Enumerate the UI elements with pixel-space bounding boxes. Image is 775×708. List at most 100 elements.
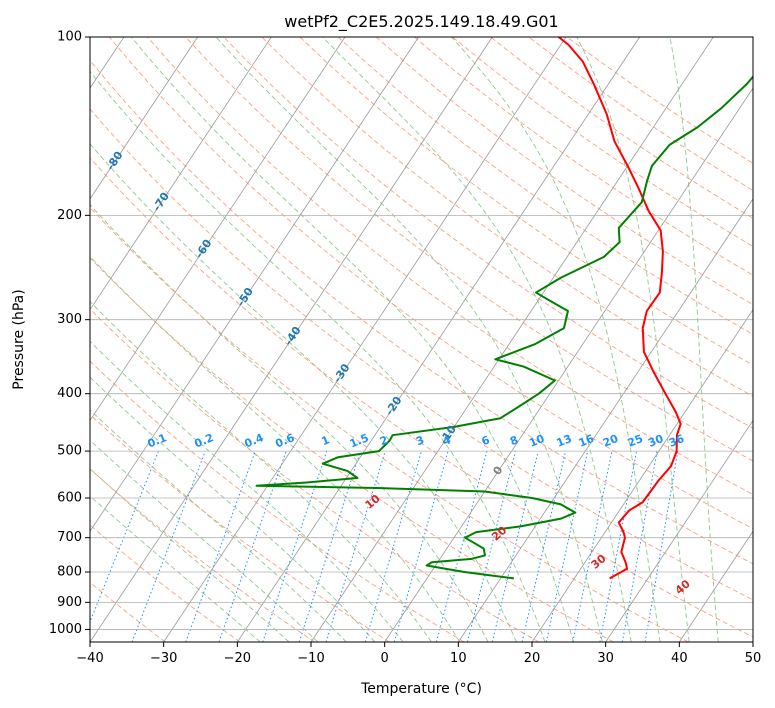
x-tick-label: −20: [224, 651, 251, 666]
mixing-ratio-line: [599, 451, 638, 642]
y-tick-label: 900: [57, 595, 82, 610]
moist-adiabat-line: [90, 70, 546, 642]
x-tick-label: 10: [450, 651, 467, 666]
mixing-ratio-line: [491, 450, 539, 642]
mixing-ratio-label: 30: [646, 432, 665, 450]
dry-adiabats: [90, 37, 753, 642]
mixing-ratio-label: 2: [378, 433, 390, 448]
dewpoint-line: [255, 75, 753, 580]
moist-adiabat-line: [90, 143, 517, 642]
mixing-ratio-line: [521, 450, 567, 642]
isotherm-line: [752, 641, 753, 642]
x-tick-label: 40: [671, 651, 688, 666]
isotherm-line: [90, 37, 346, 422]
mixing-ratio-label: 20: [601, 432, 620, 450]
y-tick-label: 700: [57, 530, 82, 545]
isotherm-line: [384, 87, 753, 642]
moist-adiabat-line: [90, 409, 347, 642]
pressure-gridlines: [90, 37, 753, 630]
isotherms: [90, 37, 753, 642]
dry-adiabat-line: [90, 108, 753, 601]
mixing-ratio-label: 10: [527, 432, 546, 450]
mixing-ratio-line: [435, 450, 488, 642]
dry-adiabat-line: [109, 37, 753, 530]
x-tick-label: 20: [524, 651, 541, 666]
dry-adiabat-line: [90, 308, 540, 642]
mixing-ratio-line: [364, 450, 422, 642]
isotherm-line: [90, 37, 272, 311]
y-tick-label: 300: [57, 312, 82, 327]
y-tick-label: 100: [57, 30, 82, 45]
isotherm-line: [90, 37, 198, 200]
y-tick-label: 800: [57, 565, 82, 580]
dry-adiabat-line: [223, 37, 753, 429]
mixing-ratio-line: [218, 450, 287, 642]
isotherm-line: [531, 308, 753, 642]
moist-adiabat-line: [131, 37, 575, 642]
moist-adiabat-line: [669, 37, 719, 642]
dry-adiabat-line: [90, 413, 390, 642]
moist-adiabat-line: [451, 37, 661, 642]
y-tick-label: 1000: [49, 622, 82, 637]
mixing-ratio-line: [621, 451, 658, 642]
dry-adiabat-line: [90, 59, 753, 565]
plot-area: -100-90-80-70-60-50-40-30-20-100 0.1 0.2 0…: [17, 37, 753, 642]
isotherm-label: -100: [17, 51, 43, 81]
moist-adiabat-line: [90, 376, 376, 642]
moist-adiabat-line: [90, 495, 261, 642]
plot-frame: [89, 36, 754, 643]
mixing-ratio-line: [298, 450, 361, 642]
isotherm-line: [605, 419, 753, 642]
mixing-ratio-line: [644, 451, 679, 642]
plot-background: [90, 37, 753, 642]
mixing-ratio-line: [262, 450, 328, 642]
x-tick-label: 30: [597, 651, 614, 666]
chart-title: wetPf2_C2E5.2025.149.18.49.G01: [284, 12, 558, 32]
dry-adiabat-line: [90, 360, 465, 642]
mixing-ratio-label: 13: [555, 432, 574, 450]
x-axis: −40 −30 −20 −10 0 10 20 30 40 50: [76, 642, 761, 666]
moist-adiabat-line: [215, 37, 603, 642]
x-tick-label: 0: [381, 651, 389, 666]
mixing-ratio-line: [325, 450, 386, 642]
y-tick-label: 500: [57, 444, 82, 459]
isotherm-line: [237, 37, 640, 642]
y-axis: 100 200 300 400 500 600 700 800 900 1000: [49, 30, 90, 637]
isotherm-line: [163, 37, 567, 642]
isotherm-line: [679, 530, 753, 642]
mixing-ratio-label: 8: [508, 433, 520, 448]
temperature-line: [558, 37, 682, 580]
dry-adiabat-line: [90, 257, 614, 642]
mixing-ratio-label: 16: [577, 432, 596, 450]
moist-adiabats: [90, 37, 719, 642]
y-tick-label: 200: [57, 208, 82, 223]
isotherm-label: -90: [60, 104, 82, 128]
mixing-ratio-line: [185, 450, 256, 642]
isotherm-line: [458, 198, 753, 642]
y-axis-title: Pressure (hPa): [11, 289, 27, 389]
mixing-ratio-line: [572, 451, 613, 642]
dry-adiabat-line: [90, 581, 166, 642]
mixing-ratio-label: 25: [626, 432, 645, 450]
dry-adiabat-line: [375, 37, 753, 306]
isotherm-line: [310, 37, 714, 642]
y-tick-label: 600: [57, 491, 82, 506]
mixing-ratio-label: 1: [319, 433, 331, 448]
x-tick-label: 50: [745, 651, 762, 666]
moist-adiabat-line: [90, 203, 489, 642]
mixing-ratio-label: 3: [414, 433, 426, 448]
moist-adiabat-line: [322, 37, 632, 642]
mixing-ratio-line: [393, 450, 449, 642]
mixing-ratio-line: [467, 450, 516, 642]
isotherm-line: [90, 37, 493, 642]
y-tick-label: 400: [57, 386, 82, 401]
dry-adiabat-line: [90, 468, 315, 642]
x-tick-label: −40: [76, 651, 103, 666]
sounding-series: [255, 37, 753, 580]
x-tick-label: −30: [150, 651, 177, 666]
dry-adiabat-line: [261, 37, 753, 397]
mixing-ratio-label: 36: [667, 432, 686, 450]
x-tick-label: −10: [297, 651, 324, 666]
moist-adiabat-line: [576, 37, 690, 642]
